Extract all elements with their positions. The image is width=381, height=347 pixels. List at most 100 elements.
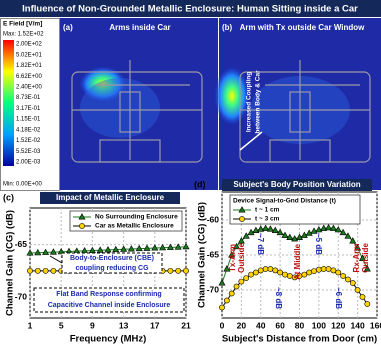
legend-label: No Surrounding Enclosure (95, 214, 178, 221)
x-tick-label: 160 (370, 320, 381, 330)
marker (174, 243, 182, 250)
legend-label: t ~ 1 cm (255, 207, 280, 214)
legend-marker (79, 223, 85, 229)
marker (248, 271, 254, 278)
marker (143, 244, 151, 251)
marker (26, 249, 34, 256)
annotation: coupling reducing CG (75, 265, 149, 272)
panel-label: (b) (222, 23, 233, 32)
x-tick-label: 0 (220, 320, 225, 330)
panel-label: (d) (194, 179, 206, 189)
marker (277, 269, 284, 276)
x-tick-label: 21 (181, 320, 191, 330)
legend-marker (78, 213, 86, 220)
marker (272, 267, 279, 274)
marker (223, 297, 230, 304)
annotation: Rx-Arm (352, 244, 361, 273)
marker (305, 229, 313, 236)
colorbar-label: 3.17E-01 (16, 106, 41, 112)
marker (286, 273, 293, 279)
marker (183, 267, 189, 274)
x-tick-label: 9 (90, 320, 95, 330)
marker (295, 233, 304, 240)
chart-title-bar (222, 179, 372, 191)
legend-box (69, 210, 183, 232)
marker (345, 276, 351, 283)
marker (42, 248, 50, 255)
annotation: Tx-Arm (228, 244, 237, 272)
annotation: Capacitive Channel inside Enclosure (48, 302, 171, 309)
legend-box (229, 194, 361, 225)
marker (50, 267, 57, 274)
y-tick-label: -65 (15, 239, 28, 249)
marker (349, 237, 357, 244)
annotation: ~5 dB (314, 233, 323, 255)
marker (49, 248, 57, 255)
marker (354, 287, 361, 293)
marker (96, 246, 104, 253)
marker (306, 269, 313, 276)
annotation: Body-to-Enclosure (CBE) (70, 255, 154, 262)
x-tick-label: 20 (237, 320, 247, 330)
x-tick-label: 100 (312, 320, 326, 330)
marker (223, 265, 231, 272)
colorbar-label: 2.00E-03 (16, 160, 41, 166)
field-hotspot (214, 66, 250, 126)
marker (359, 294, 366, 300)
marker (237, 237, 245, 244)
colorbar-label: 5.52E-03 (16, 149, 41, 155)
legend-marker (239, 216, 245, 222)
marker (339, 228, 347, 236)
marker (344, 232, 352, 239)
marker (243, 275, 250, 281)
marker (228, 251, 236, 258)
x-tick-label: 13 (119, 320, 129, 330)
x-tick-label: 140 (351, 320, 365, 330)
x-axis-label: Subject's Distance from Door (cm) (222, 334, 377, 345)
colorbar-label: 1.15E-01 (16, 117, 41, 123)
annotation: At Middle (293, 243, 302, 280)
marker (301, 271, 308, 278)
marker (182, 242, 190, 250)
marker (34, 248, 42, 256)
colorbar-label: 4.18E-02 (16, 127, 41, 133)
field-hotspot (79, 66, 127, 102)
marker (315, 266, 322, 273)
marker (349, 280, 356, 286)
chart-title: Impact of Metallic Enclosure (56, 193, 165, 202)
panel-title: Arms inside Car (109, 23, 170, 32)
title: Influence of Non-Grounded Metallic Enclo… (22, 4, 358, 15)
annotation: between Body & Car (255, 70, 262, 134)
x-tick-label: 120 (331, 320, 345, 330)
x-tick-label: 80 (295, 320, 305, 330)
marker (320, 224, 328, 231)
arrow (239, 131, 263, 151)
marker (175, 267, 182, 274)
marker (267, 266, 274, 272)
marker (151, 244, 159, 251)
marker (233, 283, 240, 290)
marker (166, 243, 174, 250)
colorbar-min: Min: 0.00E+00 (3, 182, 43, 188)
marker (120, 245, 128, 252)
marker (104, 246, 112, 253)
car-outline-b (239, 60, 371, 163)
chart-title: Subject's Body Position Variation (233, 180, 360, 189)
colorbar-label: 8.73E-01 (16, 95, 41, 101)
legend-label: t ~ 3 cm (255, 216, 280, 223)
arrow (49, 255, 63, 264)
marker (233, 242, 241, 250)
marker (358, 254, 366, 261)
colorbar-label: 2.40E+00 (16, 84, 43, 90)
x-tick-label: 17 (150, 320, 160, 330)
panel-label: (c) (3, 192, 14, 202)
car-outline-a (71, 60, 203, 163)
colorbar-label: 1.82E+01 (16, 63, 43, 69)
x-tick-label: 60 (275, 320, 285, 330)
y-axis-label: Channel Gain (CG) (dB) (5, 210, 16, 316)
marker (354, 244, 362, 251)
marker (335, 269, 342, 276)
colorbar-strip (3, 40, 14, 166)
marker (247, 228, 255, 236)
marker (257, 267, 264, 274)
